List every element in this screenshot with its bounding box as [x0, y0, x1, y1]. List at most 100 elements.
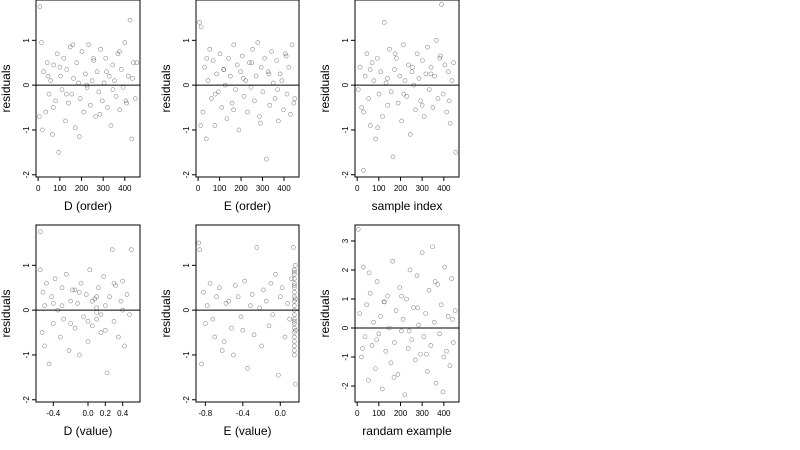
data-point — [61, 316, 67, 322]
data-point — [451, 60, 456, 66]
data-point — [217, 51, 223, 57]
data-point — [231, 352, 236, 358]
y-tick-label: 0 — [182, 82, 191, 87]
data-point — [411, 305, 416, 310]
data-point — [37, 4, 43, 10]
data-point — [48, 78, 54, 83]
y-axis-label: residuals — [159, 64, 173, 112]
x-tick-label: 300 — [256, 184, 270, 193]
data-point — [89, 78, 95, 83]
x-tick-label: 0.0 — [82, 409, 94, 418]
x-tick-label: -0.4 — [236, 409, 250, 418]
data-point — [273, 271, 278, 277]
data-point — [113, 94, 119, 99]
data-point — [292, 328, 298, 333]
data-point — [421, 114, 427, 119]
data-point — [272, 96, 278, 101]
data-point — [413, 107, 418, 113]
data-point — [281, 107, 286, 113]
data-point — [248, 85, 254, 90]
data-point — [390, 154, 396, 160]
data-point — [94, 305, 99, 311]
data-point — [361, 109, 366, 115]
data-point — [447, 363, 453, 369]
data-point — [98, 312, 104, 317]
data-point — [69, 91, 75, 97]
data-point — [381, 299, 387, 305]
data-point — [204, 136, 209, 142]
x-tick-label: 400 — [118, 184, 132, 193]
data-point — [387, 46, 392, 52]
panel-3: 0 100 200 300 400 -2 -1 0 1 sample index residuals — [318, 0, 460, 213]
data-point — [440, 91, 446, 97]
data-point — [355, 87, 361, 92]
data-point — [411, 82, 417, 88]
data-point — [255, 40, 261, 45]
data-point — [292, 271, 297, 277]
y-tick-label: -2 — [182, 396, 191, 404]
x-tick-label: 300 — [96, 184, 110, 193]
panel-4: -0.4 0.0 0.2 0.4 -2 -1 0 1 D (value) residuals — [0, 224, 141, 438]
data-point — [221, 67, 227, 72]
data-point — [42, 303, 47, 308]
data-point — [96, 285, 101, 291]
data-point — [258, 64, 264, 70]
data-point — [431, 319, 437, 325]
data-point — [292, 334, 297, 340]
data-point — [94, 294, 99, 299]
data-point — [79, 49, 85, 54]
data-point — [446, 98, 452, 104]
data-point — [292, 96, 298, 101]
data-point — [390, 258, 396, 264]
y-axis-label: residuals — [0, 289, 13, 337]
data-point — [83, 71, 88, 77]
data-point — [419, 250, 425, 255]
data-point — [104, 69, 109, 74]
data-point — [108, 123, 114, 128]
x-tick-label: 100 — [53, 184, 67, 193]
data-point — [274, 58, 279, 63]
data-point — [427, 87, 432, 92]
data-point — [110, 87, 116, 92]
data-point — [103, 303, 108, 308]
y-tick-label: 0 — [341, 82, 350, 87]
data-point — [257, 114, 262, 119]
data-point — [369, 60, 375, 66]
data-point — [249, 292, 255, 297]
data-point — [97, 111, 103, 117]
data-point — [40, 289, 46, 295]
x-tick-label: 0 — [355, 184, 360, 193]
data-point — [360, 346, 365, 351]
data-point — [200, 109, 206, 115]
data-point — [428, 343, 434, 348]
data-point — [243, 78, 249, 83]
data-point — [67, 44, 73, 50]
data-point — [440, 389, 446, 395]
data-point — [204, 55, 210, 61]
data-point — [84, 85, 90, 90]
data-point — [388, 360, 394, 366]
x-tick-label: 300 — [415, 409, 429, 418]
x-tick-label: 0.4 — [117, 409, 129, 418]
data-point — [269, 49, 274, 54]
data-point — [270, 80, 276, 86]
data-point — [43, 109, 49, 115]
data-point — [72, 325, 78, 331]
data-point — [428, 64, 434, 70]
data-point — [90, 298, 95, 304]
data-point — [266, 71, 272, 77]
data-point — [231, 107, 236, 113]
x-tick-label: 200 — [234, 184, 248, 193]
data-point — [120, 85, 126, 90]
data-point — [42, 343, 47, 349]
data-point — [245, 366, 250, 371]
data-point — [240, 53, 245, 59]
data-point — [406, 328, 412, 334]
y-tick-label: -1 — [182, 126, 191, 134]
data-point — [226, 55, 231, 61]
data-point — [197, 247, 203, 252]
x-tick-label: 200 — [394, 409, 408, 418]
data-point — [61, 55, 67, 61]
data-point — [375, 55, 380, 61]
data-point — [250, 46, 255, 52]
